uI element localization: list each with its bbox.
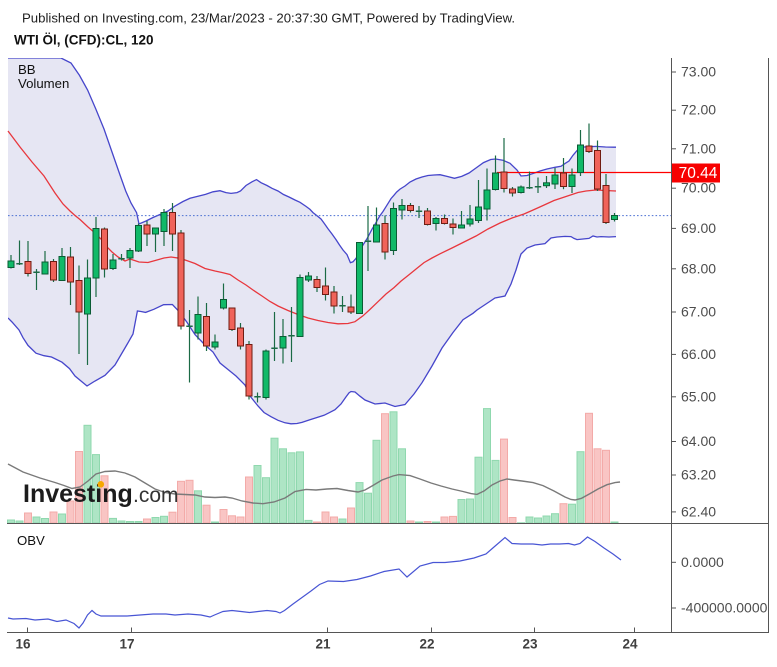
svg-text:64.00: 64.00 [681,433,716,449]
svg-text:OBV: OBV [17,533,45,548]
svg-text:.com: .com [133,484,179,507]
svg-text:Investing: Investing [23,480,133,508]
svg-text:22: 22 [419,637,434,652]
svg-text:24: 24 [622,637,638,652]
svg-text:71.00: 71.00 [681,140,716,156]
svg-text:17: 17 [119,637,134,652]
svg-text:WTI Öl, (CFD):CL, 120: WTI Öl, (CFD):CL, 120 [14,33,154,48]
svg-text:73.00: 73.00 [681,64,716,80]
svg-text:Volumen: Volumen [18,76,69,91]
svg-text:65.00: 65.00 [681,388,716,404]
svg-text:-400000.0000: -400000.0000 [681,600,768,616]
svg-text:66.00: 66.00 [681,346,716,362]
svg-text:21: 21 [315,637,331,652]
svg-text:70.44: 70.44 [679,165,718,182]
svg-text:62.40: 62.40 [681,503,716,519]
svg-text:0.0000: 0.0000 [681,554,724,570]
svg-text:68.00: 68.00 [681,260,716,276]
svg-text:67.00: 67.00 [681,304,716,320]
svg-text:Published on Investing.com, 23: Published on Investing.com, 23/Mar/2023 … [22,11,515,26]
svg-text:16: 16 [15,637,31,652]
svg-text:72.00: 72.00 [681,102,716,118]
svg-text:23: 23 [522,637,538,652]
svg-text:63.20: 63.20 [681,467,716,483]
svg-text:69.00: 69.00 [681,220,716,236]
svg-text:BB: BB [18,62,36,77]
